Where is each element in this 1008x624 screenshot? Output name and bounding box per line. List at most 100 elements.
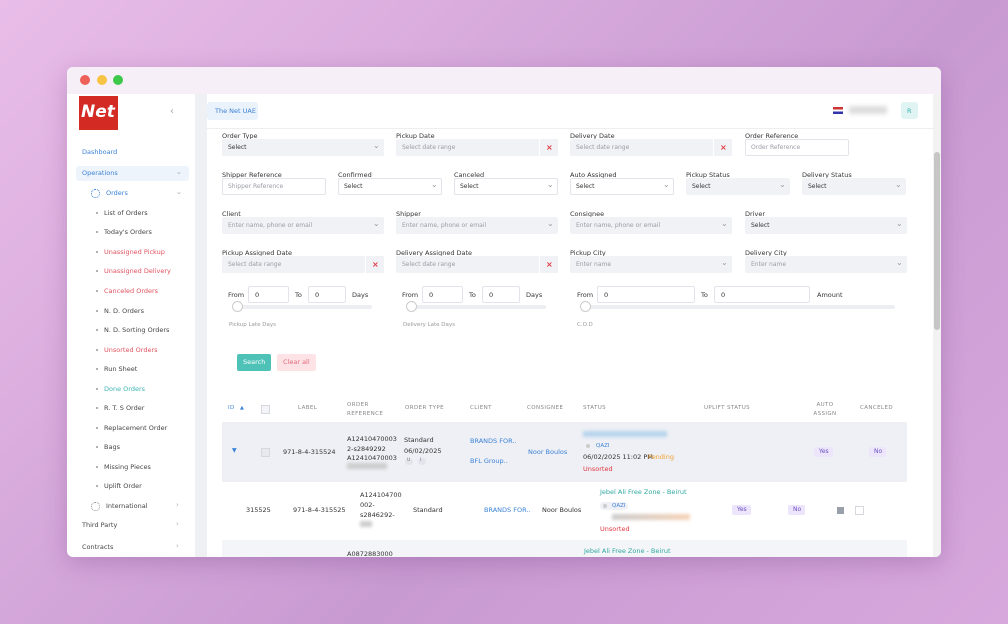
search-button[interactable] xyxy=(237,354,271,371)
sidebar-item[interactable]: Orders xyxy=(106,189,128,197)
placeholder[interactable]: Select xyxy=(344,183,363,190)
placeholder[interactable]: Select date range xyxy=(576,144,630,151)
filter-input[interactable] xyxy=(454,178,558,195)
avatar[interactable] xyxy=(901,102,918,119)
filter-input[interactable] xyxy=(222,178,326,195)
slider-knob[interactable] xyxy=(406,301,417,312)
filter-input[interactable] xyxy=(802,178,906,195)
sidebar-item[interactable]: Operations xyxy=(82,169,118,177)
slider-knob[interactable] xyxy=(580,301,591,312)
slider-track[interactable] xyxy=(580,305,895,309)
sidebar-item[interactable]: Contracts xyxy=(82,543,114,551)
slider-knob[interactable] xyxy=(232,301,243,312)
filter-input[interactable] xyxy=(745,256,907,273)
range-value[interactable]: 0 xyxy=(255,291,260,299)
clear-icon[interactable]: × xyxy=(720,143,727,152)
column-header[interactable]: LABEL xyxy=(298,405,318,411)
sidebar-item[interactable]: Done Orders xyxy=(104,385,146,393)
collapse-icon[interactable]: ‹ xyxy=(170,106,174,117)
filter-input[interactable] xyxy=(570,256,732,273)
filter-input[interactable] xyxy=(222,256,365,273)
placeholder[interactable]: Enter name xyxy=(751,261,787,268)
clear-button[interactable] xyxy=(277,354,316,371)
range-input[interactable] xyxy=(422,286,463,303)
sidebar-item[interactable]: N. D. Orders xyxy=(104,307,144,315)
column-header[interactable]: ID xyxy=(228,405,235,411)
range-value[interactable]: 0 xyxy=(604,291,609,299)
sidebar-item[interactable]: Uplift Order xyxy=(104,482,142,490)
scroll-thumb[interactable] xyxy=(934,152,940,330)
sidebar-item[interactable]: International xyxy=(106,502,148,510)
column-header[interactable]: STATUS xyxy=(583,405,607,411)
minimize-dot[interactable] xyxy=(97,75,107,85)
filter-input[interactable] xyxy=(570,217,732,234)
tab-label[interactable]: The Net UAE xyxy=(215,107,256,115)
sidebar-item[interactable]: Unsorted Orders xyxy=(104,346,158,354)
placeholder[interactable]: Enter name, phone or email xyxy=(576,222,661,229)
cell-client[interactable]: BFL Group.. xyxy=(470,457,508,465)
sidebar-item[interactable]: Bags xyxy=(104,443,120,451)
expand-icon[interactable]: ▼ xyxy=(232,447,237,454)
sidebar-item[interactable]: R. T. S Order xyxy=(104,404,145,412)
placeholder[interactable]: Select xyxy=(576,183,595,190)
placeholder[interactable]: Order Reference xyxy=(751,144,801,151)
clear-icon[interactable]: × xyxy=(546,260,553,269)
maximize-dot[interactable] xyxy=(113,75,123,85)
range-input[interactable] xyxy=(308,286,346,303)
filter-input[interactable] xyxy=(338,178,442,195)
filter-input[interactable] xyxy=(570,178,674,195)
filter-input[interactable] xyxy=(745,217,907,234)
column-header[interactable]: AUTO ASSIGN xyxy=(813,402,837,417)
placeholder[interactable]: Select xyxy=(460,183,479,190)
checkbox[interactable] xyxy=(855,506,864,515)
cell-consignee[interactable]: Noor Boulos xyxy=(528,448,568,456)
column-header[interactable]: UPLIFT STATUS xyxy=(704,405,751,411)
slider-track[interactable] xyxy=(232,305,372,309)
filter-input[interactable] xyxy=(396,256,539,273)
clear-icon[interactable]: × xyxy=(546,143,553,152)
placeholder[interactable]: Enter name, phone or email xyxy=(402,222,487,229)
checkbox[interactable] xyxy=(261,405,270,414)
column-header[interactable]: CANCELED xyxy=(860,405,894,411)
sidebar-item[interactable]: Today's Orders xyxy=(104,228,152,236)
filter-input[interactable] xyxy=(396,217,558,234)
placeholder[interactable]: Select xyxy=(228,144,247,151)
placeholder[interactable]: Select xyxy=(692,183,711,190)
placeholder[interactable]: Enter name, phone or email xyxy=(228,222,313,229)
range-input[interactable] xyxy=(597,286,695,303)
sidebar-item[interactable]: Third Party xyxy=(82,521,118,529)
filter-input[interactable] xyxy=(686,178,790,195)
sidebar-item[interactable]: Unassigned Delivery xyxy=(104,267,171,275)
slider-track[interactable] xyxy=(406,305,546,309)
column-header[interactable]: CLIENT xyxy=(470,405,492,411)
tab[interactable] xyxy=(207,102,258,120)
action-icon[interactable] xyxy=(837,507,844,514)
sidebar-item[interactable]: Canceled Orders xyxy=(104,287,159,295)
sidebar-item[interactable]: N. D. Sorting Orders xyxy=(104,326,170,334)
filter-input[interactable] xyxy=(396,139,539,156)
placeholder[interactable]: Shipper Reference xyxy=(228,183,284,190)
placeholder[interactable]: Select date range xyxy=(402,261,456,268)
sidebar-item[interactable]: Missing Pieces xyxy=(104,463,151,471)
range-input[interactable] xyxy=(482,286,520,303)
placeholder[interactable]: Select xyxy=(751,222,770,229)
placeholder[interactable]: Select date range xyxy=(402,144,456,151)
search-label[interactable]: Search xyxy=(243,358,266,366)
close-dot[interactable] xyxy=(80,75,90,85)
placeholder[interactable]: Select date range xyxy=(228,261,282,268)
column-header[interactable]: ORDER TYPE xyxy=(405,405,444,411)
column-header[interactable]: ORDER REFERENCE xyxy=(347,402,384,417)
sidebar-item[interactable]: Replacement Order xyxy=(104,424,168,432)
range-input[interactable] xyxy=(714,286,810,303)
cell-client[interactable]: BRANDS FOR.. xyxy=(470,437,517,445)
avatar-initial[interactable]: R xyxy=(907,107,912,115)
filter-input[interactable] xyxy=(745,139,849,156)
placeholder[interactable]: Select xyxy=(808,183,827,190)
filter-input[interactable] xyxy=(570,139,713,156)
range-value[interactable]: 0 xyxy=(489,291,494,299)
column-header[interactable]: CONSIGNEE xyxy=(527,405,564,411)
range-value[interactable]: 0 xyxy=(315,291,320,299)
filter-input[interactable] xyxy=(222,139,384,156)
checkbox[interactable] xyxy=(261,448,270,457)
sidebar-item[interactable]: List of Orders xyxy=(104,209,148,217)
